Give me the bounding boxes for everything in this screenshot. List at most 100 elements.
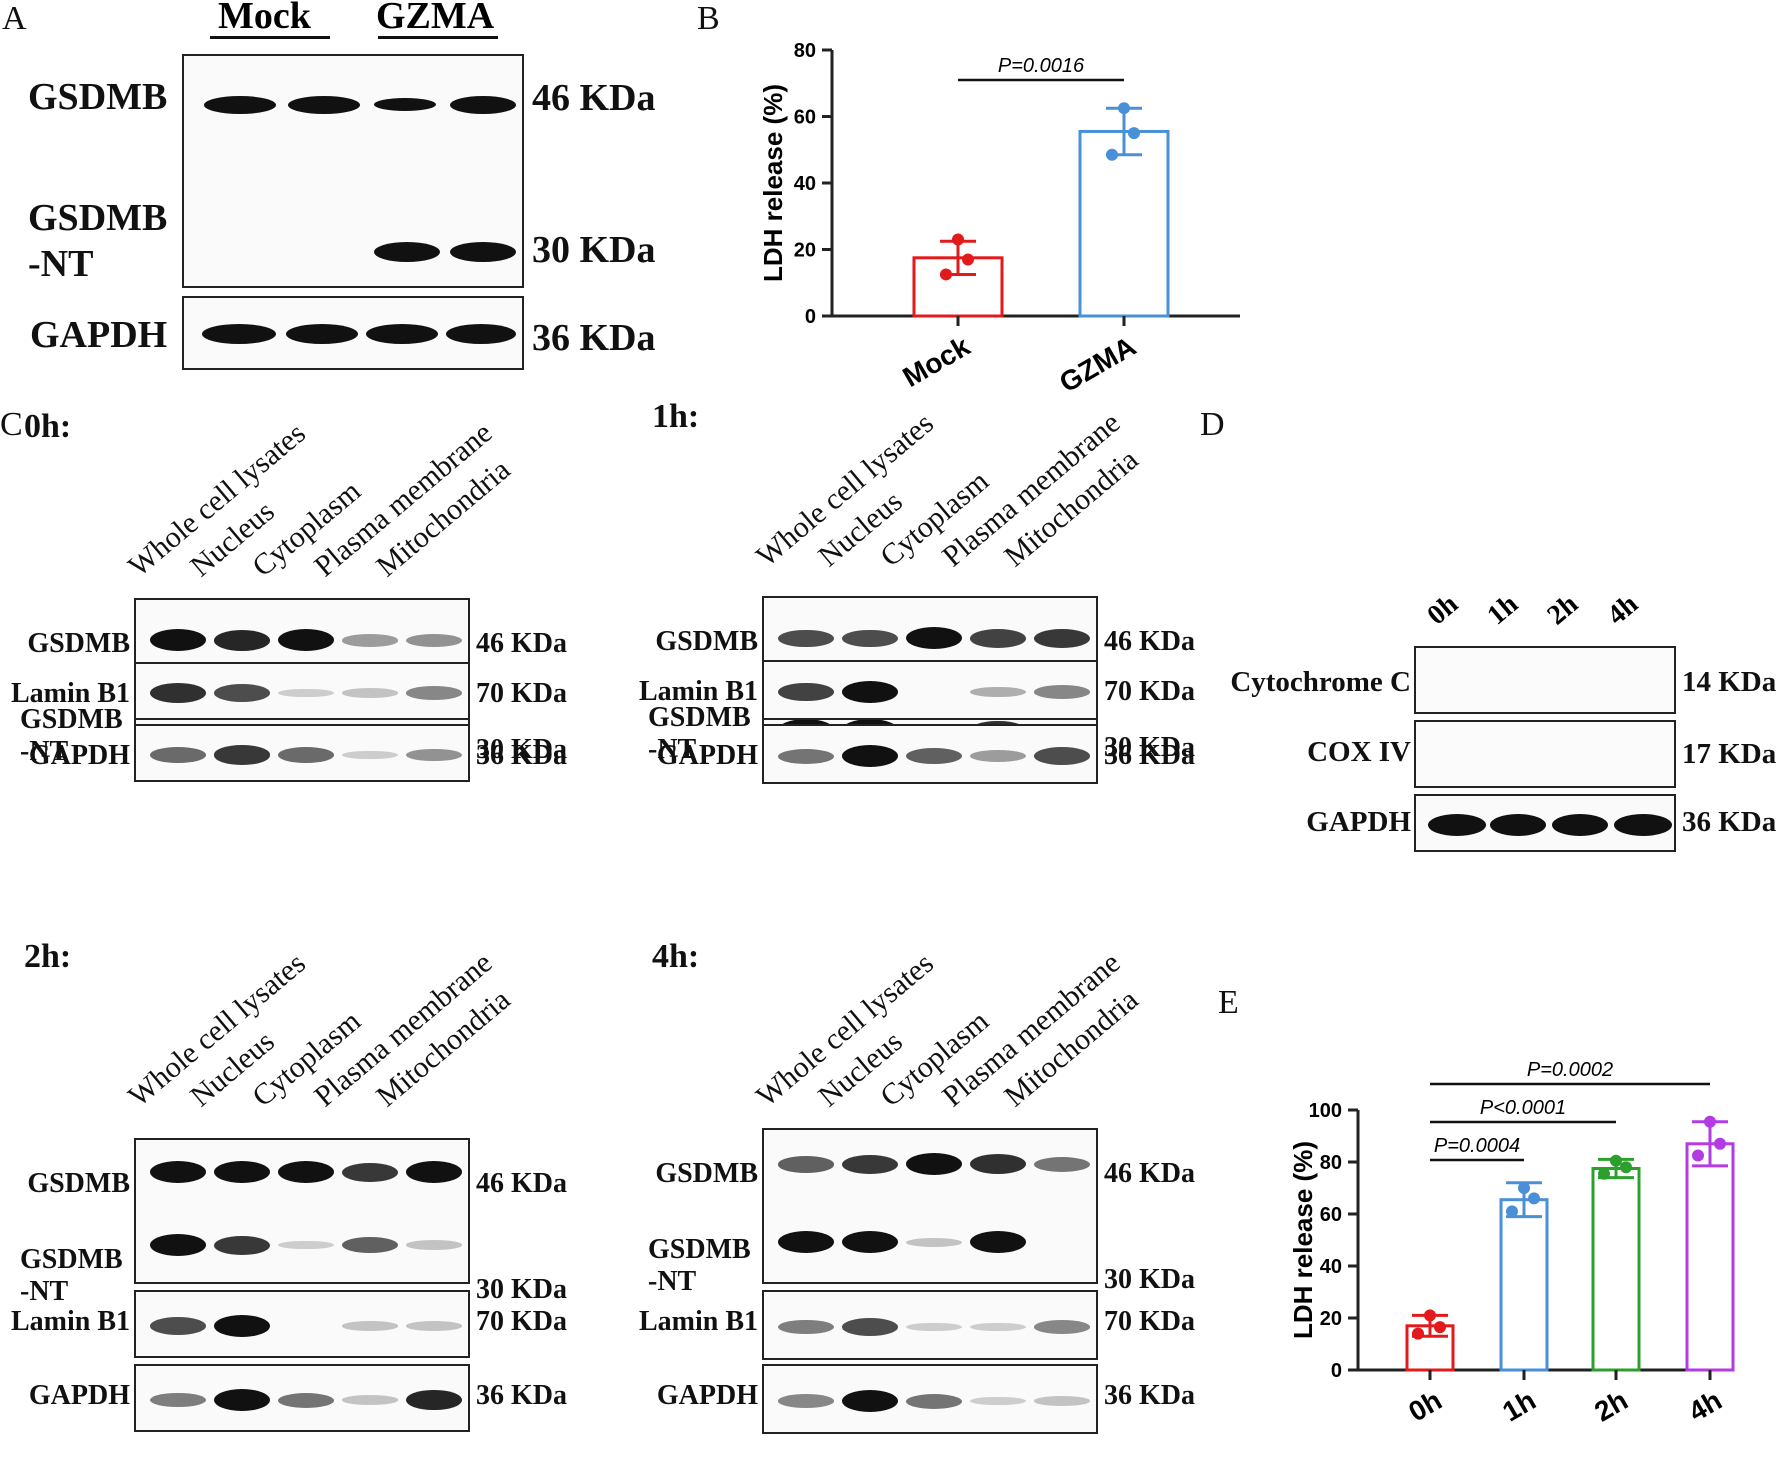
y-axis-label: LDH release (%) — [758, 84, 788, 282]
band — [150, 1161, 206, 1184]
band — [778, 629, 834, 648]
data-point — [1434, 1321, 1446, 1334]
row-label: GSDMB -NT — [648, 1234, 751, 1298]
row-label: GSDMB — [655, 1158, 758, 1189]
bar — [1591, 1167, 1641, 1372]
blot-frame — [134, 1364, 470, 1432]
row-label: Cytochrome C — [1230, 666, 1411, 698]
band — [366, 324, 438, 344]
band — [406, 748, 462, 762]
blot-a-gapdh — [182, 296, 524, 370]
bar — [1078, 129, 1170, 318]
kda-marker: 36 KDa — [1682, 806, 1777, 838]
group-label-mock: Mock — [218, 0, 311, 37]
band — [446, 324, 516, 344]
kda-marker: 70 KDa — [1104, 676, 1195, 707]
blot-frame — [762, 1128, 1098, 1284]
blot-frame — [762, 660, 1098, 720]
blot-frame — [134, 724, 470, 782]
band — [214, 1161, 270, 1184]
data-point — [1598, 1167, 1610, 1180]
band — [970, 1322, 1026, 1332]
blot-d-cytc — [1414, 646, 1676, 714]
row-label: GAPDH — [656, 1380, 758, 1411]
band — [970, 1396, 1026, 1406]
data-point — [952, 233, 964, 246]
row-label: GSDMB — [27, 1168, 130, 1199]
kda-marker: 17 KDa — [1682, 738, 1777, 770]
band — [406, 1389, 462, 1411]
data-point — [1424, 1309, 1436, 1322]
time-label: 2h: — [24, 938, 72, 975]
row-label: Lamin B1 — [10, 678, 130, 709]
col-label-d: 0h — [1421, 588, 1465, 632]
band — [374, 242, 440, 262]
data-point — [1704, 1115, 1716, 1128]
row-label: Lamin B1 — [638, 676, 758, 707]
kda-marker: 30 KDa — [476, 1274, 567, 1305]
kda-marker: 30 KDa — [1104, 1264, 1195, 1295]
panel-label-c: C — [0, 406, 23, 443]
blot-frame — [762, 724, 1098, 784]
blot-frame — [762, 1364, 1098, 1434]
band — [970, 686, 1026, 698]
band — [150, 1234, 206, 1257]
band — [406, 686, 462, 700]
bar — [1499, 1198, 1549, 1372]
y-tick-label: 40 — [1320, 1256, 1342, 1278]
row-label: COX IV — [1307, 736, 1411, 768]
data-point — [1412, 1327, 1424, 1340]
band — [906, 1393, 962, 1409]
kda-marker: 70 KDa — [476, 1306, 567, 1337]
kda-marker: 46 KDa — [476, 1168, 567, 1199]
band — [214, 630, 270, 651]
kda-marker: 36 KDa — [476, 1380, 567, 1411]
kda-marker: 30 KDa — [532, 229, 656, 271]
group-label-gzma: GZMA — [376, 0, 495, 37]
y-tick-label: 40 — [794, 173, 816, 195]
band — [970, 1231, 1026, 1254]
band — [842, 629, 898, 648]
row-label: GSDMB — [27, 628, 130, 659]
panel-label-e: E — [1218, 984, 1239, 1021]
p-value-label: P=0.0004 — [1434, 1135, 1520, 1157]
blot-frame — [134, 1290, 470, 1358]
data-point — [1692, 1149, 1704, 1162]
kda-marker: 36 KDa — [476, 740, 567, 771]
blot-a-main — [182, 54, 524, 288]
row-label: Lamin B1 — [638, 1306, 758, 1337]
band — [450, 242, 516, 262]
kda-marker: 46 KDa — [532, 77, 656, 119]
band — [150, 747, 206, 763]
band — [1490, 814, 1546, 836]
kda-marker: 30 KDa — [476, 734, 567, 765]
band — [906, 1237, 962, 1247]
data-point — [1128, 127, 1140, 140]
x-tick-label: GZMA — [1054, 330, 1141, 398]
row-label: GAPDH — [28, 1380, 130, 1411]
band — [150, 1317, 206, 1335]
kda-marker: 70 KDa — [476, 678, 567, 709]
band — [214, 684, 270, 702]
band — [778, 748, 834, 764]
band — [1034, 628, 1090, 649]
row-label: GSDMB -NT — [28, 197, 168, 285]
band — [278, 747, 334, 763]
data-point — [1506, 1205, 1518, 1218]
x-tick-label: 1h — [1497, 1384, 1541, 1427]
row-label: GSDMB -NT — [648, 702, 751, 766]
band — [1034, 747, 1090, 765]
band — [406, 1161, 462, 1184]
x-tick-label: 2h — [1589, 1384, 1633, 1427]
band — [288, 96, 360, 114]
y-tick-label: 80 — [794, 40, 816, 62]
band — [278, 629, 334, 652]
chart-e: 0 20 40 60 80 100 LDH release (%) 0h 1h 2h 4h P=0.0… — [1288, 1059, 1735, 1428]
band — [906, 1153, 962, 1176]
band — [342, 634, 398, 647]
band — [278, 1392, 334, 1408]
blot-d-gapdh — [1414, 794, 1676, 852]
blot-frame — [762, 1290, 1098, 1360]
band — [342, 688, 398, 698]
p-value-label: P<0.0001 — [1480, 1097, 1566, 1119]
